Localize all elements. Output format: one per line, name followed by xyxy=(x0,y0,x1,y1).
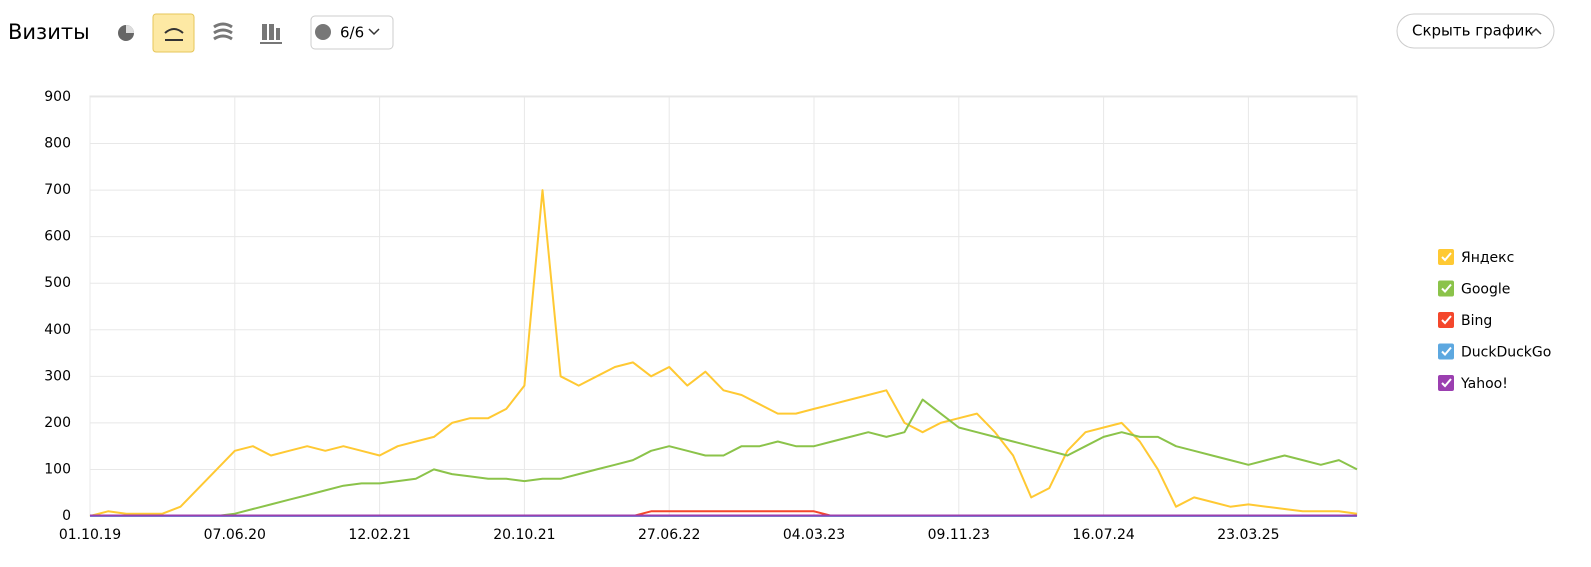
legend-label: Yahoo! xyxy=(1460,376,1508,392)
annotations-count: 6/6 xyxy=(340,24,364,42)
x-tick-label: 04.03.23 xyxy=(783,527,845,543)
annotations-dropdown[interactable]: 6/6 xyxy=(310,15,394,50)
pie-view-button[interactable] xyxy=(118,25,134,41)
y-tick-label: 500 xyxy=(44,275,71,291)
x-tick-label: 20.10.21 xyxy=(493,527,555,543)
x-tick-label: 27.06.22 xyxy=(638,527,700,543)
series-line xyxy=(89,189,1358,517)
y-tick-label: 600 xyxy=(44,229,71,245)
y-tick-label: 800 xyxy=(44,136,71,152)
legend-checkbox[interactable] xyxy=(1438,375,1454,391)
x-tick-label: 16.07.24 xyxy=(1072,527,1134,543)
legend-check xyxy=(1441,378,1452,388)
x-tick-label: 12.02.21 xyxy=(348,527,410,543)
legend-checkbox[interactable] xyxy=(1438,312,1454,328)
page-title: Визиты xyxy=(8,20,90,44)
y-tick-label: 0 xyxy=(62,508,71,524)
legend-check xyxy=(1441,346,1452,356)
y-tick-label: 200 xyxy=(44,415,71,431)
legend-checkbox[interactable] xyxy=(1438,280,1454,297)
area-view-button[interactable] xyxy=(213,22,233,41)
x-tick-label: 23.03.25 xyxy=(1217,527,1279,543)
legend-check xyxy=(1441,315,1452,325)
hide-chart-button[interactable]: Скрыть график xyxy=(1396,13,1555,49)
legend-checkbox[interactable] xyxy=(1438,343,1454,360)
x-tick-label: 09.11.23 xyxy=(928,527,990,543)
line-view-button[interactable] xyxy=(152,13,195,53)
legend-label: Bing xyxy=(1461,313,1492,329)
legend-check xyxy=(1441,283,1452,293)
legend-label: Яндекс xyxy=(1461,250,1514,266)
y-tick-label: 400 xyxy=(44,322,71,338)
y-tick-label: 100 xyxy=(44,461,71,477)
legend-label: Google xyxy=(1461,282,1510,298)
legend-checkbox[interactable] xyxy=(1438,249,1454,265)
y-tick-label: 300 xyxy=(44,368,71,384)
legend-label: DuckDuckGo xyxy=(1461,345,1551,361)
hide-chart-label: Скрыть график xyxy=(1412,22,1533,40)
y-tick-label: 900 xyxy=(44,89,71,105)
series-line xyxy=(90,398,1358,517)
legend-check xyxy=(1441,252,1452,262)
bar-view-button[interactable] xyxy=(260,24,282,44)
x-tick-label: 01.10.19 xyxy=(59,527,121,543)
x-tick-label: 07.06.20 xyxy=(204,527,266,543)
y-tick-label: 700 xyxy=(44,182,71,198)
